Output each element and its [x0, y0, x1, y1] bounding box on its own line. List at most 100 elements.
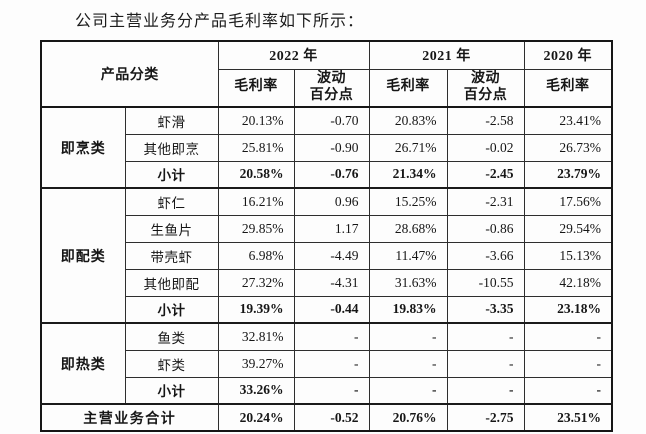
value-cell: -0.90: [293, 133, 370, 162]
value-cell: 15.25%: [368, 187, 448, 216]
value-cell: 21.34%: [368, 160, 448, 189]
header-margin-2021: 毛利率: [368, 68, 448, 108]
value-cell: -10.55: [446, 268, 525, 297]
table-row: 生鱼片 29.85% 1.17 28.68% -0.86 29.54%: [41, 214, 613, 243]
header-margin-2022: 毛利率: [217, 68, 295, 108]
value-cell: 23.51%: [523, 403, 613, 432]
value-cell: -: [368, 376, 448, 405]
value-cell: 20.13%: [217, 106, 295, 135]
page-title: 公司主营业务分产品毛利率如下所示：: [75, 13, 365, 30]
value-cell: 1.17: [293, 214, 370, 243]
value-cell: 31.63%: [368, 268, 448, 297]
table-row: 小计 19.39% -0.44 19.83% -3.35 23.18%: [41, 295, 613, 324]
table-row: 其他即烹 25.81% -0.90 26.71% -0.02 26.73%: [41, 133, 613, 162]
value-cell: -: [368, 349, 448, 378]
header-year-2020: 2020 年: [523, 40, 613, 70]
value-cell: 19.39%: [217, 295, 295, 324]
product-cell: 虾仁: [124, 187, 219, 216]
value-cell: -3.66: [446, 241, 525, 270]
value-cell: 15.13%: [523, 241, 613, 270]
value-cell: -0.70: [293, 106, 370, 135]
category-cell: 即热类: [40, 322, 126, 405]
gross-margin-table: 产品分类 2022 年 2021 年 2020 年 毛利率 波动 百分点 毛利率…: [40, 40, 613, 432]
product-cell: 其他即配: [124, 268, 219, 297]
value-cell: 11.47%: [368, 241, 448, 270]
value-cell: 26.71%: [368, 133, 448, 162]
value-cell: -: [523, 376, 613, 405]
value-cell: 33.26%: [217, 376, 295, 405]
value-cell: 23.18%: [523, 295, 613, 324]
value-cell: -3.35: [446, 295, 525, 324]
value-cell: -4.49: [293, 241, 370, 270]
value-cell: -2.75: [446, 403, 525, 432]
table-row: 虾类 39.27% - - - -: [41, 349, 613, 378]
header-fluctuation-2022: 波动 百分点: [293, 68, 370, 108]
table-row: 即烹类 虾滑 20.13% -0.70 20.83% -2.58 23.41%: [40, 106, 613, 189]
value-cell: 26.73%: [523, 133, 613, 162]
value-cell: -: [523, 349, 613, 378]
value-cell: -0.52: [293, 403, 370, 432]
table-row: 小计 33.26% - - - -: [41, 376, 613, 405]
value-cell: -: [446, 349, 525, 378]
header-product-category: 产品分类: [40, 40, 219, 108]
value-cell: -0.44: [293, 295, 370, 324]
product-cell: 其他即烹: [124, 133, 219, 162]
value-cell: -2.31: [446, 187, 525, 216]
value-cell: 23.41%: [523, 106, 613, 135]
value-cell: -: [368, 322, 448, 351]
product-cell: 虾滑: [124, 106, 219, 135]
product-cell: 小计: [124, 295, 219, 324]
value-cell: 29.85%: [217, 214, 295, 243]
value-cell: 20.76%: [368, 403, 448, 432]
table-row: 即热类 鱼类 32.81% - - - -: [40, 322, 613, 405]
category-cell: 即配类: [40, 187, 126, 324]
value-cell: 29.54%: [523, 214, 613, 243]
value-cell: -0.76: [293, 160, 370, 189]
value-cell: -: [293, 376, 370, 405]
value-cell: -2.58: [446, 106, 525, 135]
value-cell: 32.81%: [217, 322, 295, 351]
product-cell: 小计: [124, 376, 219, 405]
value-cell: -: [523, 322, 613, 351]
product-cell: 鱼类: [124, 322, 219, 351]
value-cell: 6.98%: [217, 241, 295, 270]
table-row: 小计 20.58% -0.76 21.34% -2.45 23.79%: [41, 160, 613, 189]
value-cell: -0.86: [446, 214, 525, 243]
table-row: 即配类 虾仁 16.21% 0.96 15.25% -2.31 17.56%: [40, 187, 613, 324]
total-row: 主营业务合计 20.24% -0.52 20.76% -2.75 23.51%: [40, 403, 613, 432]
table-row: 其他即配 27.32% -4.31 31.63% -10.55 42.18%: [41, 268, 613, 297]
header-fluctuation-2021: 波动 百分点: [446, 68, 525, 108]
value-cell: -: [446, 322, 525, 351]
value-cell: 25.81%: [217, 133, 295, 162]
value-cell: 39.27%: [217, 349, 295, 378]
value-cell: 28.68%: [368, 214, 448, 243]
product-cell: 带壳虾: [124, 241, 219, 270]
value-cell: 20.83%: [368, 106, 448, 135]
product-cell: 生鱼片: [124, 214, 219, 243]
value-cell: -4.31: [293, 268, 370, 297]
value-cell: -0.02: [446, 133, 525, 162]
value-cell: 20.24%: [217, 403, 295, 432]
table-header: 产品分类 2022 年 2021 年 2020 年 毛利率 波动 百分点 毛利率…: [40, 40, 613, 108]
value-cell: 27.32%: [217, 268, 295, 297]
product-cell: 虾类: [124, 349, 219, 378]
value-cell: -: [293, 322, 370, 351]
total-label-cell: 主营业务合计: [40, 403, 219, 432]
table-body: 即烹类 虾滑 20.13% -0.70 20.83% -2.58 23.41% 其他即烹 25.…: [40, 106, 613, 432]
value-cell: -2.45: [446, 160, 525, 189]
value-cell: 0.96: [293, 187, 370, 216]
value-cell: 42.18%: [523, 268, 613, 297]
category-cell: 即烹类: [40, 106, 126, 189]
value-cell: -: [293, 349, 370, 378]
value-cell: 17.56%: [523, 187, 613, 216]
value-cell: 20.58%: [217, 160, 295, 189]
table-row: 带壳虾 6.98% -4.49 11.47% -3.66 15.13%: [41, 241, 613, 270]
product-cell: 小计: [124, 160, 219, 189]
header-year-2021: 2021 年: [368, 40, 525, 70]
value-cell: 16.21%: [217, 187, 295, 216]
value-cell: 23.79%: [523, 160, 613, 189]
value-cell: -: [446, 376, 525, 405]
header-year-2022: 2022 年: [217, 40, 370, 70]
header-margin-2020: 毛利率: [523, 68, 613, 108]
value-cell: 19.83%: [368, 295, 448, 324]
